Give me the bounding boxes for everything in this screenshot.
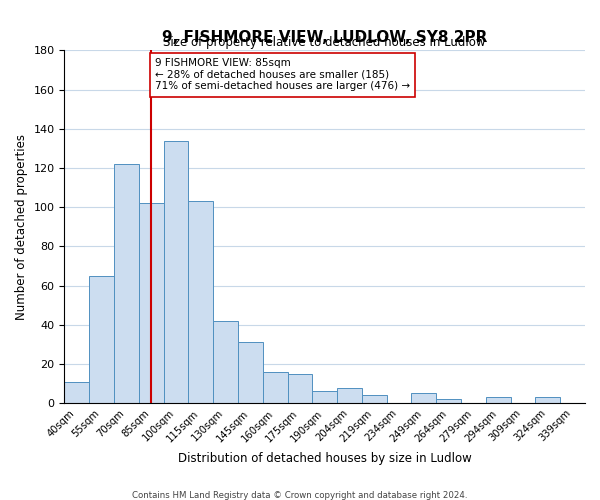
Y-axis label: Number of detached properties: Number of detached properties	[15, 134, 28, 320]
Bar	[64, 382, 89, 403]
Bar	[287, 374, 313, 403]
Bar	[263, 372, 287, 403]
Bar	[362, 396, 386, 403]
Bar	[337, 388, 362, 403]
Bar	[436, 400, 461, 403]
X-axis label: Distribution of detached houses by size in Ludlow: Distribution of detached houses by size …	[178, 452, 472, 465]
Bar	[164, 140, 188, 403]
Bar	[89, 276, 114, 403]
Title: 9, FISHMORE VIEW, LUDLOW, SY8 2PR: 9, FISHMORE VIEW, LUDLOW, SY8 2PR	[162, 30, 487, 45]
Bar	[313, 392, 337, 403]
Bar	[238, 342, 263, 403]
Bar	[213, 321, 238, 403]
Bar	[486, 398, 511, 403]
Bar	[114, 164, 139, 403]
Bar	[412, 394, 436, 403]
Bar	[188, 202, 213, 403]
Bar	[535, 398, 560, 403]
Text: 9 FISHMORE VIEW: 85sqm
← 28% of detached houses are smaller (185)
71% of semi-de: 9 FISHMORE VIEW: 85sqm ← 28% of detached…	[155, 58, 410, 92]
Text: Size of property relative to detached houses in Ludlow: Size of property relative to detached ho…	[163, 36, 486, 49]
Text: Contains HM Land Registry data © Crown copyright and database right 2024.: Contains HM Land Registry data © Crown c…	[132, 490, 468, 500]
Bar	[139, 203, 164, 403]
